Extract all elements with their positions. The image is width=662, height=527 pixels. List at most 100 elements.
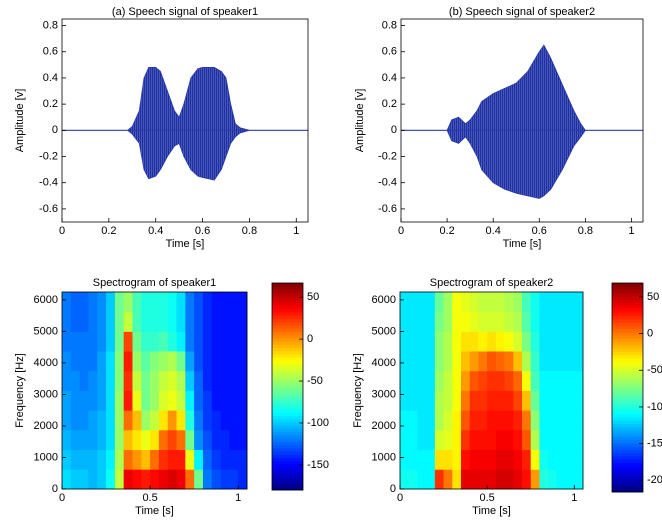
spectrogram-cell xyxy=(97,292,107,313)
spectrogram-cell xyxy=(400,292,410,313)
spectrogram-cell xyxy=(194,351,204,372)
colorbar-tick-label: 50 xyxy=(647,291,659,303)
spectrogram-cell xyxy=(88,311,98,332)
colorbar-band xyxy=(272,451,303,455)
spectrogram-cell xyxy=(574,469,584,490)
spectrogram-cell xyxy=(504,351,514,372)
colorbar-band xyxy=(612,341,643,346)
spectrogram-cell xyxy=(443,311,453,332)
spectrogram-cell xyxy=(202,390,213,411)
colorbar-band xyxy=(612,328,643,333)
spectrogram-cell xyxy=(548,351,558,372)
colorbar-band xyxy=(612,390,643,395)
spectrogram-cell xyxy=(167,370,177,391)
waveform-envelope xyxy=(62,129,308,181)
colorbar-band xyxy=(612,465,643,470)
spectrogram-cell xyxy=(238,370,248,391)
spectrogram-cell xyxy=(79,449,89,470)
spectrogram-cell xyxy=(79,292,89,313)
spectrogram-cell xyxy=(88,331,98,352)
spectrogram-cell xyxy=(158,449,169,470)
spectrogram-cell xyxy=(530,370,540,391)
spectrogram-cell xyxy=(539,390,549,411)
spectrogram-cell xyxy=(106,429,116,450)
spectrogram-cell xyxy=(158,390,169,411)
spectrogram-cell xyxy=(556,449,566,470)
spectrogram-cell xyxy=(574,410,584,431)
spectrogram-cell xyxy=(88,390,98,411)
spectrogram-cell xyxy=(202,410,213,431)
spectrogram-cell xyxy=(229,410,239,431)
colorbar-band xyxy=(272,418,303,423)
spectrogram-cell xyxy=(114,410,125,431)
colorbar-band xyxy=(612,423,643,428)
colorbar-band xyxy=(272,422,303,426)
spectrogram-cell xyxy=(434,469,444,490)
spectrogram-cell xyxy=(495,311,505,332)
spectrogram-cell xyxy=(443,370,453,391)
spectrogram-cell xyxy=(97,370,107,391)
spectrogram-cell xyxy=(400,429,410,450)
spectrogram-cell xyxy=(123,390,133,411)
colorbar-band xyxy=(612,413,643,418)
spectrogram-cell xyxy=(106,469,116,490)
spectrogram-cell xyxy=(548,390,558,411)
colorbar-band xyxy=(272,409,303,413)
spectrogram-cell xyxy=(408,331,418,352)
spectrogram-cell xyxy=(461,311,471,332)
colorbar-band xyxy=(612,292,643,297)
colorbar-band xyxy=(612,377,643,382)
colorbar-band xyxy=(612,443,643,447)
y-tick-label: 0.4 xyxy=(382,72,397,84)
colorbar-band xyxy=(612,436,643,441)
x-tick-label: 0.6 xyxy=(195,225,210,237)
spectrogram-cell xyxy=(229,449,239,470)
spectrogram-cell xyxy=(400,311,410,332)
x-tick-label: 1 xyxy=(571,492,577,504)
spectrogram-cell xyxy=(167,292,177,313)
spectrogram-cell xyxy=(522,429,532,450)
spectrogram-cell xyxy=(220,390,230,411)
colorbar-band xyxy=(272,389,303,394)
spectrogram-cell xyxy=(106,311,116,332)
spectrogram-cell xyxy=(539,351,549,372)
spectrogram-cell xyxy=(530,311,540,332)
spectrogram-cell xyxy=(443,331,453,352)
spectrogram-cell xyxy=(211,469,221,490)
colorbar-band xyxy=(612,482,643,486)
spectrogram-cell xyxy=(132,351,142,372)
spectrogram-cell xyxy=(487,331,497,352)
spectrogram-cell xyxy=(132,410,142,431)
spectrogram-cell xyxy=(556,351,566,372)
colorbar-band xyxy=(612,371,643,375)
spectrogram-cell xyxy=(565,311,575,332)
spectrogram-cell xyxy=(548,429,558,450)
spectrogram-cell xyxy=(443,469,453,490)
spectrogram-cell xyxy=(123,469,133,490)
spectrogram-cell xyxy=(123,331,133,352)
spectrogram-cell xyxy=(194,311,204,332)
spectrogram-cell xyxy=(158,410,169,431)
colorbar-band xyxy=(612,384,643,388)
spectrogram-cell xyxy=(504,331,514,352)
spectrogram-cell xyxy=(141,311,151,332)
spectrogram-cell xyxy=(114,449,125,470)
spectrogram-cell xyxy=(574,351,584,372)
chart-title: Spectrogram of speaker1 xyxy=(93,277,217,289)
colorbar-band xyxy=(272,376,303,381)
spectrogram-cell xyxy=(97,410,107,431)
spectrogram-cell xyxy=(123,410,133,431)
spectrogram-cell xyxy=(176,370,186,391)
spectrogram-cell xyxy=(539,292,549,313)
spectrogram-cell xyxy=(141,292,151,313)
spectrogram-cell xyxy=(176,351,186,372)
spectrogram-cell xyxy=(443,449,453,470)
spectrogram-cell xyxy=(400,390,410,411)
y-tick-label: 4000 xyxy=(34,357,58,369)
spectrogram-cell xyxy=(452,331,462,352)
x-tick-label: 0.6 xyxy=(532,225,547,237)
spectrogram-cell xyxy=(70,390,81,411)
spectrogram-cell xyxy=(408,351,418,372)
spectrogram-cell xyxy=(106,351,116,372)
